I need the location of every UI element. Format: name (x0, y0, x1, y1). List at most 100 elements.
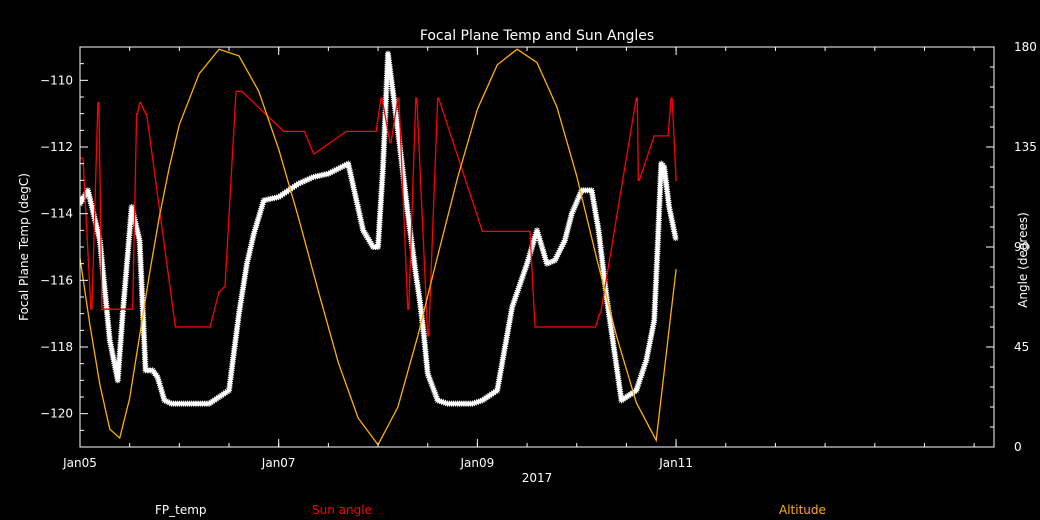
fp-temp-point (563, 231, 570, 238)
fp-temp-point (295, 180, 302, 187)
fp-temp-point (637, 374, 644, 381)
legend-sun-angle: Sun angle (312, 503, 372, 517)
fp-temp-point (636, 378, 643, 385)
x-tick-label: Jan09 (460, 456, 495, 470)
fp-temp-point (163, 398, 170, 405)
fp-temp-point (556, 247, 563, 254)
fp-temp-point (516, 281, 523, 288)
fp-temp-point (438, 398, 445, 405)
fp-temp-point (571, 204, 578, 211)
fp-temp-point (532, 233, 539, 240)
fp-temp-point (565, 225, 572, 232)
fp-temp-point (93, 222, 100, 229)
fp-temp-point (568, 212, 575, 219)
y-left-tick-label: −116 (40, 273, 73, 287)
fp-temp-point (86, 193, 93, 200)
fp-temp-point (257, 209, 264, 216)
fp-temp-point (361, 229, 368, 236)
fp-temp-point (641, 361, 648, 368)
y-axis-left-label: Focal Plane Temp (degC) (17, 173, 31, 321)
fp-temp-point (158, 386, 165, 393)
fp-temp-point (82, 191, 89, 198)
fp-temp-point (576, 193, 583, 200)
fp-temp-point (157, 384, 164, 391)
fp-temp-point (536, 235, 543, 242)
x-tick-label: Jan11 (658, 456, 693, 470)
fp-temp-point (475, 398, 482, 405)
fp-temp-point (160, 393, 167, 400)
x-tick-label: Jan07 (261, 456, 296, 470)
fp-temp-point (299, 178, 306, 185)
fp-temp-point (325, 170, 332, 177)
y-right-tick-label: 45 (1014, 340, 1029, 354)
fp-temp-point (641, 363, 648, 370)
fp-temp-point (256, 211, 263, 218)
fp-temp-point (557, 245, 564, 252)
fp-temp-point (93, 224, 100, 231)
fp-temp-point (514, 289, 521, 296)
fp-temp-point (331, 167, 338, 174)
fp-temp-point (553, 253, 560, 260)
fp-temp-point (87, 196, 94, 203)
fp-temp-point (552, 255, 559, 262)
fp-temp-point (537, 237, 544, 244)
fp-temp-point (255, 216, 262, 223)
fp-temp-point (92, 217, 99, 224)
fp-temp-point (521, 266, 528, 273)
fp-temp-point (154, 374, 161, 380)
fp-temp-point (424, 370, 431, 377)
fp-temp-point (530, 239, 537, 246)
fp-temp-point (520, 270, 527, 277)
fp-temp-point (516, 283, 523, 290)
fp-temp-point (639, 368, 646, 375)
fp-temp-point (633, 387, 640, 394)
fp-temp-point (339, 163, 346, 170)
fp-temp-point (89, 204, 96, 211)
fp-temp-point (547, 259, 554, 265)
x-axis-label: 2017 (522, 471, 553, 485)
altitude-line (80, 48, 677, 447)
fp-temp-point (87, 198, 94, 205)
fp-temp-point (555, 249, 562, 256)
fp-temp-point (335, 165, 342, 172)
fp-temp-point (362, 231, 369, 238)
fp-temp-point (306, 175, 313, 182)
fp-temp-point (577, 191, 584, 198)
fp-temp-point (430, 385, 437, 392)
fp-temp-point (573, 199, 580, 205)
y-left-tick-label: −114 (40, 207, 73, 221)
x-tick-label: Jan05 (62, 456, 97, 470)
fp-temp-point (432, 391, 439, 398)
fp-temp-point (260, 199, 267, 206)
fp-temp-point (515, 285, 522, 292)
fp-temp-point (529, 241, 536, 248)
fp-temp-point (363, 232, 370, 239)
fp-temp-point (341, 162, 348, 169)
fp-temp-point (524, 258, 531, 265)
fp-temp-point (560, 239, 567, 246)
fp-temp-point (253, 220, 260, 227)
fp-temp-point (156, 380, 163, 387)
fp-temp-point (554, 251, 561, 258)
axes-layer: Jan05 Jan07 Jan09 Jan11 −110 −112 −114 −116 −118… (40, 40, 1037, 470)
fp-temp-point (535, 231, 542, 238)
fp-temp-series (80, 50, 679, 407)
fp-temp-point (88, 200, 95, 207)
legend-altitude: Altitude (779, 503, 826, 517)
fp-temp-point (440, 399, 447, 406)
fp-temp-point (525, 256, 532, 263)
fp-temp-point (529, 244, 536, 250)
y-axis-right-label: Angle (degrees) (1016, 212, 1030, 308)
fp-temp-point (512, 293, 519, 300)
fp-temp-point (308, 174, 315, 181)
y-left-tick-label: −112 (40, 140, 73, 154)
fp-temp-point (364, 234, 371, 241)
fp-temp-point (636, 376, 643, 383)
fp-temp-point (259, 201, 266, 208)
fp-temp-point (562, 233, 569, 240)
fp-temp-point (519, 273, 526, 280)
series-layer (80, 48, 679, 447)
fp-temp-point (575, 195, 582, 202)
fp-temp-point (567, 216, 574, 223)
fp-temp-point (250, 230, 257, 237)
